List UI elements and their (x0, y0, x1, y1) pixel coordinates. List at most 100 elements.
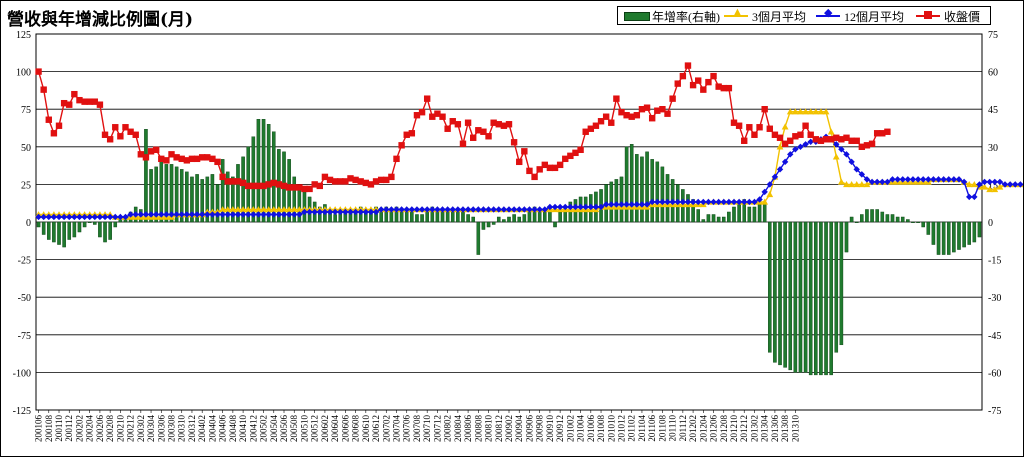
point-close-price (127, 128, 134, 135)
point-close-price (771, 131, 779, 138)
point-close-price (393, 155, 400, 163)
bar-growth (721, 216, 726, 223)
bar-growth (885, 214, 890, 223)
x-tick-label: 200910 (545, 415, 555, 443)
point-12m-avg (562, 203, 569, 211)
point-12m-avg (602, 201, 610, 208)
point-12m-avg (470, 206, 477, 213)
bar-growth (921, 221, 925, 228)
point-12m-avg (301, 208, 308, 216)
point-close-price (863, 142, 871, 149)
point-12m-avg (81, 213, 88, 221)
point-close-price (597, 118, 605, 125)
point-12m-avg (229, 211, 237, 218)
x-tick-label: 200612 (371, 415, 381, 442)
x-tick-label: 200606 (340, 415, 350, 443)
right-tick-label: -45 (988, 331, 1001, 342)
bar-growth (543, 211, 547, 223)
point-12m-avg (618, 201, 625, 208)
point-close-price (214, 158, 221, 166)
bar-growth (686, 194, 690, 223)
point-close-price (117, 133, 124, 140)
bar-growth (169, 164, 174, 223)
point-close-price (500, 122, 508, 129)
point-12m-avg (193, 211, 201, 218)
point-close-price (710, 72, 717, 80)
point-12m-avg (674, 198, 681, 206)
point-close-price (567, 152, 574, 160)
bar-growth (496, 216, 501, 223)
bar-growth (706, 214, 711, 223)
legend-label-growth: 年增率(右軸) (652, 10, 720, 24)
right-tick-label: 60 (988, 68, 998, 79)
point-12m-avg (367, 208, 375, 216)
bar-growth (36, 221, 41, 228)
x-tick-label: 200206 (95, 415, 105, 443)
point-3m-avg (986, 186, 994, 193)
point-12m-avg (735, 198, 743, 206)
x-tick-label: 200802 (443, 415, 453, 442)
bar-growth (946, 221, 951, 255)
point-3m-avg (832, 153, 840, 160)
point-3m-avg (848, 181, 856, 188)
point-12m-avg (275, 211, 283, 218)
bar-growth (655, 161, 660, 223)
point-12m-avg (505, 206, 513, 213)
point-12m-avg (807, 138, 814, 145)
x-tick-label: 200408 (228, 415, 238, 443)
point-close-price (746, 124, 753, 131)
bar-growth (824, 221, 828, 376)
point-12m-avg (1012, 181, 1019, 188)
point-12m-avg (720, 198, 727, 206)
point-close-price (137, 151, 145, 158)
point-close-price (792, 133, 799, 140)
point-12m-avg (60, 213, 68, 221)
point-12m-avg (996, 178, 1004, 186)
bar-growth (77, 221, 82, 233)
point-close-price (505, 121, 513, 128)
point-12m-avg (546, 203, 554, 211)
legend-line-3m (724, 15, 748, 17)
legend-marker-12m: ◆ (824, 7, 833, 19)
point-close-price (602, 113, 610, 120)
x-tick-label: 201108 (657, 415, 667, 442)
point-12m-avg (746, 198, 753, 206)
bar-growth (410, 211, 414, 223)
bar-growth (103, 221, 107, 243)
point-12m-avg (710, 198, 717, 206)
point-close-price (55, 122, 63, 129)
bar-growth (57, 221, 61, 245)
chart-title: 營收與年增減比例圖(月) (7, 10, 194, 30)
bar-growth (773, 221, 777, 363)
point-close-price (464, 119, 472, 126)
bar-growth (261, 119, 266, 223)
point-close-price (367, 181, 375, 188)
point-close-price (654, 107, 661, 114)
point-12m-avg (449, 206, 456, 213)
point-close-price (357, 178, 364, 185)
x-tick-label: 200402 (197, 415, 207, 442)
x-tick-label: 201302 (749, 415, 759, 442)
point-3m-avg (776, 143, 784, 150)
point-12m-avg (966, 193, 973, 201)
point-12m-avg (66, 213, 73, 221)
point-close-price (873, 130, 881, 137)
point-12m-avg (250, 211, 257, 218)
point-12m-avg (705, 198, 712, 206)
point-12m-avg (577, 203, 584, 211)
bar-growth (476, 221, 481, 255)
point-12m-avg (245, 211, 252, 218)
point-12m-avg (945, 176, 952, 183)
point-close-price (490, 119, 497, 126)
x-tick-label: 200312 (187, 415, 197, 442)
bar-growth (456, 211, 460, 223)
point-close-price (270, 179, 277, 187)
x-tick-label: 200112 (64, 415, 74, 442)
point-12m-avg (316, 208, 323, 216)
point-close-price (296, 184, 303, 191)
bar-growth (829, 221, 833, 376)
point-close-price (255, 182, 262, 190)
point-3m-avg (853, 181, 861, 188)
point-12m-avg (106, 213, 114, 221)
point-close-price (413, 112, 421, 119)
